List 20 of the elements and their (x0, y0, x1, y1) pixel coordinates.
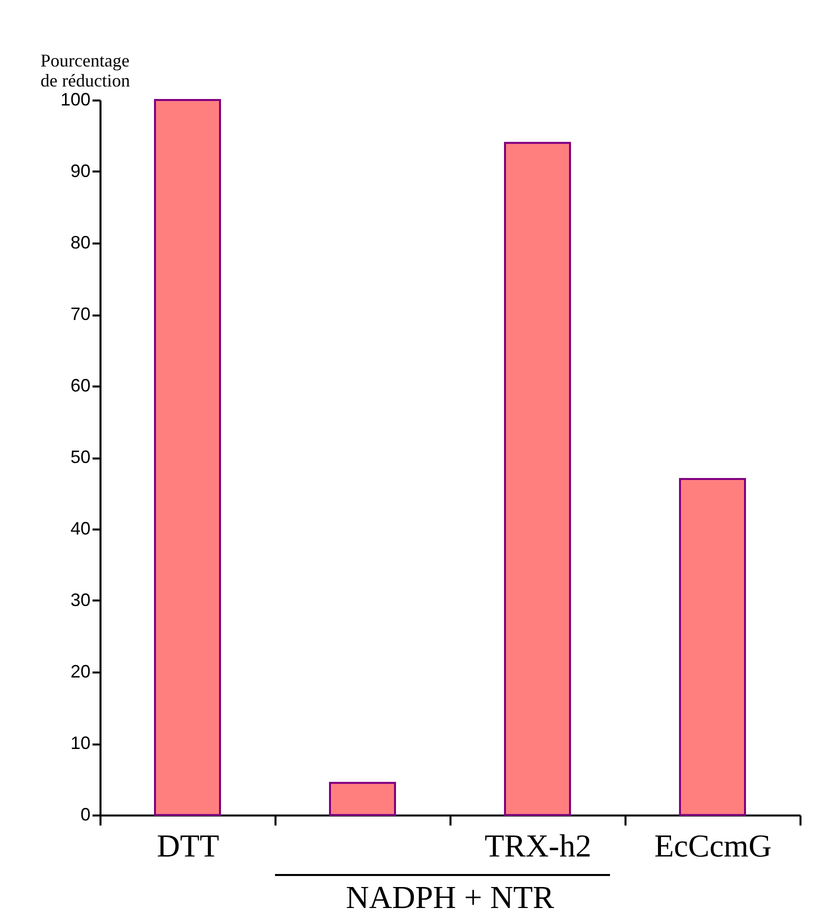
y-tick-label: 0 (80, 804, 90, 824)
text: NADPH + NTR (346, 879, 555, 915)
y-tick-label: 100 (60, 90, 90, 110)
x-tick-label: EcCcmG (654, 828, 772, 864)
y-tick-label: 70 (70, 304, 90, 324)
y-tick-label: 20 (70, 662, 90, 682)
x-tick-label: TRX-h2 (484, 828, 592, 864)
x-tick-label: DTT (156, 828, 220, 864)
bar (154, 99, 221, 816)
bar (679, 478, 746, 816)
y-tick-label: 90 (70, 161, 90, 181)
y-tick-label: 80 (70, 232, 90, 252)
y-tick-label: 30 (70, 590, 90, 610)
y-axis-title: Pourcentage de réduction (40, 50, 130, 90)
y-tick-label: 60 (70, 376, 90, 396)
y-tick-label: 10 (70, 733, 90, 753)
bar (329, 782, 396, 816)
y-tick-label: 40 (70, 518, 90, 538)
y-tick-label: 50 (70, 447, 90, 467)
bar (504, 142, 571, 816)
